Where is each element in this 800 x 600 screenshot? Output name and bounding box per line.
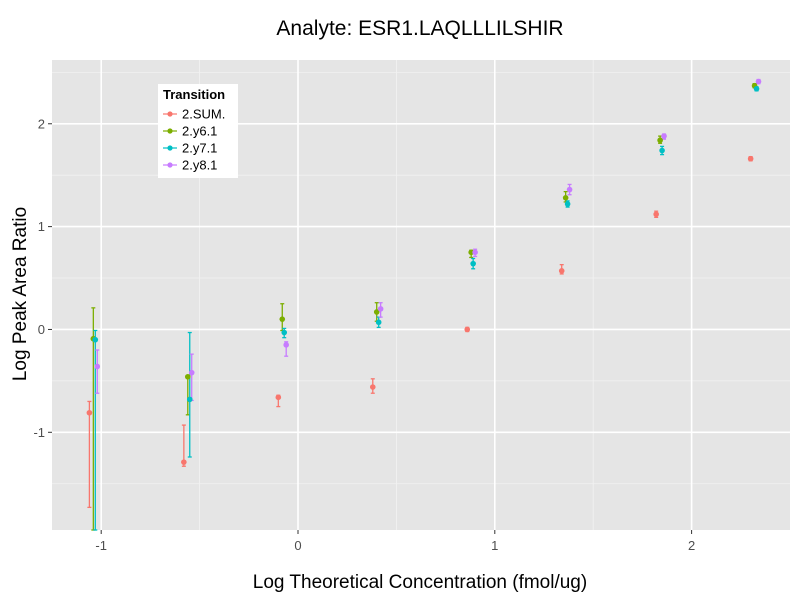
legend-label: 2.SUM. [182, 107, 225, 122]
error-bar-2-y7-1 [93, 329, 98, 531]
data-point-2-y6-1 [562, 195, 569, 201]
x-tick-label: 0 [294, 538, 301, 553]
legend-label: 2.y7.1 [182, 141, 217, 156]
data-point-2-y7-1 [564, 201, 571, 207]
data-point-2-y8-1 [472, 249, 478, 256]
data-point-2-sum- [369, 384, 376, 390]
data-point-2-sum- [558, 268, 565, 274]
legend-label: 2.y8.1 [182, 158, 217, 173]
x-tick-label: -1 [95, 538, 107, 553]
data-point-2-sum- [275, 394, 282, 401]
legend-label: 2.y6.1 [182, 124, 217, 139]
data-point-2-y8-1 [661, 133, 667, 139]
data-point-2-y6-1 [468, 249, 474, 256]
x-axis-title: Log Theoretical Concentration (fmol/ug) [253, 572, 587, 593]
legend: Transition 2.SUM. 2.y6.1 2.y7.1 2.y8.1 [158, 84, 238, 178]
x-tick-label: 2 [688, 538, 695, 553]
error-bar-2-sum- [87, 400, 92, 509]
y-tick-label: 2 [38, 116, 45, 131]
chart-title: Analyte: ESR1.LAQLLLILSHIR [276, 17, 563, 40]
y-tick-label: 1 [38, 219, 45, 234]
x-tick-label: 1 [491, 538, 498, 553]
data-point-2-y6-1 [373, 309, 380, 315]
data-point-2-sum- [747, 155, 754, 162]
data-point-2-y6-1 [279, 316, 286, 322]
data-point-2-y8-1 [283, 342, 289, 348]
data-point-2-y7-1 [753, 85, 760, 92]
data-point-2-y6-1 [184, 373, 191, 380]
legend-item: 2.SUM. [163, 107, 225, 122]
legend-items: 2.SUM. 2.y6.1 2.y7.1 2.y8.1 [163, 107, 225, 173]
legend-item: 2.y8.1 [163, 158, 217, 173]
data-point-2-sum- [653, 211, 659, 218]
data-point-2-sum- [464, 326, 471, 333]
legend-key-dot [167, 128, 173, 134]
data-point-2-sum- [86, 409, 93, 416]
data-points [86, 78, 762, 465]
error-bar-2-y8-1 [95, 349, 100, 394]
data-point-2-y7-1 [375, 319, 382, 326]
data-point-2-y8-1 [377, 306, 384, 312]
data-point-2-y6-1 [657, 137, 663, 144]
y-tick-label: -1 [33, 425, 45, 440]
error-bar-2-y7-1 [187, 331, 192, 458]
data-point-2-y8-1 [566, 186, 573, 193]
data-point-2-y8-1 [755, 78, 762, 85]
data-point-2-y7-1 [281, 329, 288, 336]
y-axis-title: Log Peak Area Ratio [10, 207, 31, 381]
axis-ticks [48, 123, 693, 534]
data-point-2-y8-1 [94, 363, 101, 370]
legend-key-dot [167, 145, 173, 151]
legend-key-dot [167, 162, 173, 168]
data-point-2-y8-1 [188, 369, 195, 376]
tick-labels: -1 0 1 2 -1 0 1 2 [33, 116, 695, 553]
data-point-2-sum- [181, 459, 187, 465]
legend-item: 2.y7.1 [163, 141, 217, 156]
data-point-2-y7-1 [92, 336, 99, 343]
y-tick-label: 0 [38, 322, 45, 337]
legend-item: 2.y6.1 [163, 124, 217, 139]
minor-gridlines [52, 60, 790, 530]
legend-title: Transition [163, 87, 225, 102]
data-point-2-y7-1 [186, 396, 193, 403]
data-point-2-y7-1 [659, 147, 665, 154]
legend-key-dot [167, 111, 173, 117]
data-point-2-y7-1 [470, 260, 476, 267]
